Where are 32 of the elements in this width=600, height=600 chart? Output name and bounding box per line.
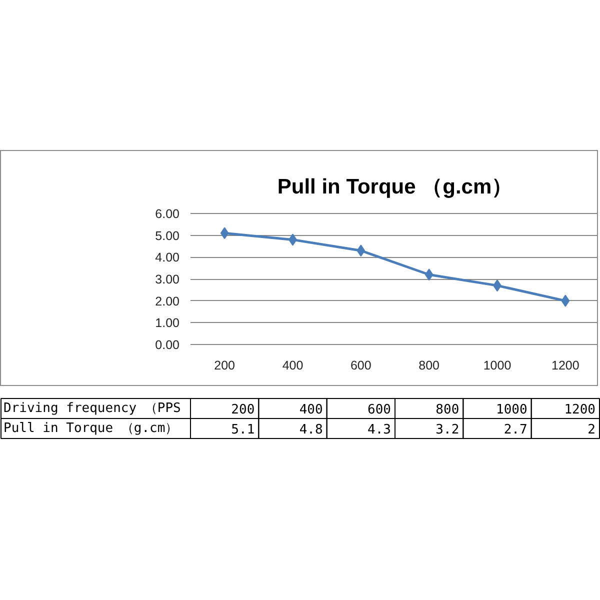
category-label: 200 xyxy=(231,402,255,418)
chart-title: Pull in Torque （g.cm） xyxy=(277,176,513,198)
data-label: 4.3 xyxy=(368,422,392,438)
x-axis-title: Driving frequency （PPS xyxy=(4,401,181,416)
y-tick-label: 1.00 xyxy=(155,316,180,330)
data-label: 2.7 xyxy=(504,422,528,438)
point xyxy=(561,294,570,307)
category-label: 600 xyxy=(368,402,392,418)
data-label: 5.1 xyxy=(231,422,255,438)
category-label: 1200 xyxy=(564,402,596,418)
y-tick-label: 6.00 xyxy=(155,207,180,221)
x-tick-label: 1000 xyxy=(483,358,512,372)
x-tick-label: 1200 xyxy=(552,358,580,372)
category-label: 400 xyxy=(299,402,323,418)
point xyxy=(424,268,434,281)
y-tick-label: 4.00 xyxy=(155,250,180,265)
point xyxy=(220,227,229,240)
x-tick-label: 800 xyxy=(418,358,440,372)
data-label: 4.8 xyxy=(299,422,323,438)
x-tick-label: 600 xyxy=(350,358,372,372)
category-label: 800 xyxy=(436,402,460,418)
y-tick-label: 3.00 xyxy=(155,272,180,286)
y-tick-label: 0.00 xyxy=(155,338,180,352)
category-label: 1000 xyxy=(496,402,528,418)
x-tick-label: 400 xyxy=(282,358,304,372)
y-tick-label: 2.00 xyxy=(155,294,180,308)
y-tick-label: 5.00 xyxy=(155,228,180,243)
data-label: 3.2 xyxy=(436,422,460,438)
x-tick-label: 200 xyxy=(214,358,236,372)
data-label: 2 xyxy=(588,422,596,438)
point xyxy=(356,244,366,257)
text: Pull in Torque （g.cm） xyxy=(4,421,178,436)
